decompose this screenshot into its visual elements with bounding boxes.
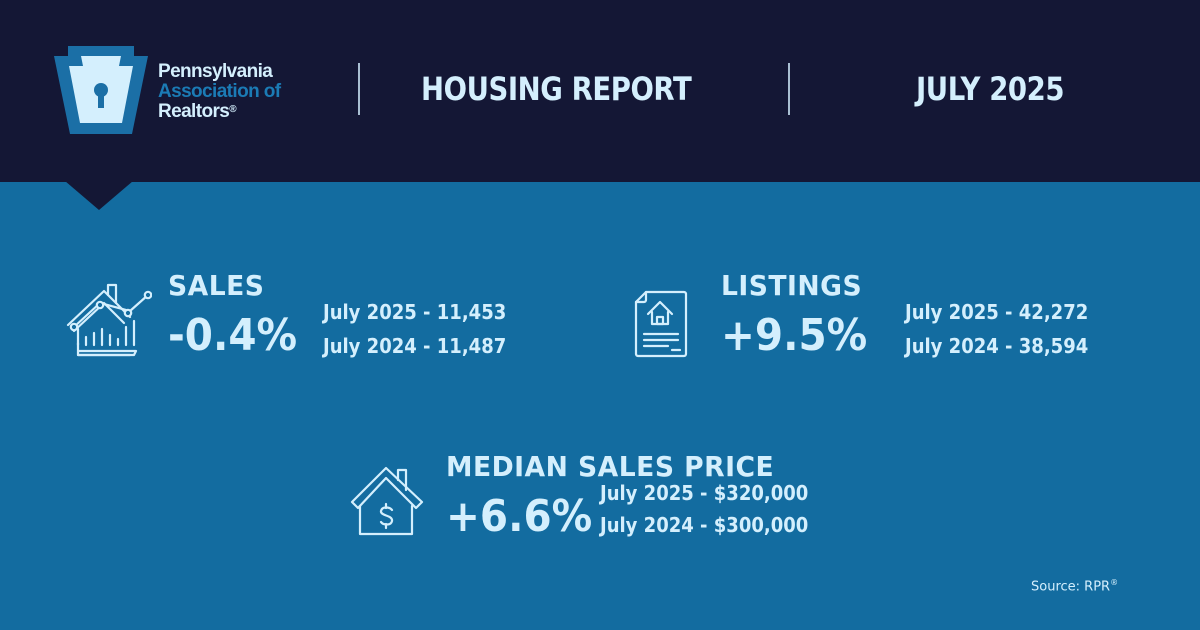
- listings-current: July 2025 - 42,272: [905, 300, 1089, 324]
- document-house-icon: [634, 290, 688, 358]
- listings-label: LISTINGS: [721, 269, 863, 302]
- org-name: Pennsylvania Association of Realtors®: [158, 62, 281, 122]
- listings-change: +9.5%: [721, 310, 868, 361]
- median-price-previous: July 2024 - $300,000: [600, 513, 809, 537]
- house-chart-icon: [66, 283, 152, 357]
- median-price-current: July 2025 - $320,000: [600, 481, 809, 505]
- median-price-label: MEDIAN SALES PRICE: [446, 450, 775, 483]
- house-dollar-icon: [350, 466, 424, 536]
- sales-label: SALES: [168, 269, 265, 302]
- keystone-logo-icon: [54, 46, 148, 134]
- listings-previous: July 2024 - 38,594: [905, 334, 1089, 358]
- header-divider: [358, 63, 360, 115]
- report-period: JULY 2025: [916, 70, 1065, 108]
- median-price-change: +6.6%: [446, 491, 593, 542]
- header-divider: [788, 63, 790, 115]
- org-name-line3: Realtors®: [158, 101, 237, 122]
- sales-change: -0.4%: [168, 310, 298, 361]
- header-pointer: [65, 181, 133, 210]
- header-band: [0, 0, 1200, 182]
- source-note: Source: RPR®: [1031, 578, 1119, 595]
- org-name-line2: Association of: [158, 81, 281, 102]
- sales-previous: July 2024 - 11,487: [323, 334, 507, 358]
- sales-current: July 2025 - 11,453: [323, 300, 507, 324]
- report-title: HOUSING REPORT: [421, 70, 692, 108]
- org-name-line1: Pennsylvania: [158, 61, 273, 82]
